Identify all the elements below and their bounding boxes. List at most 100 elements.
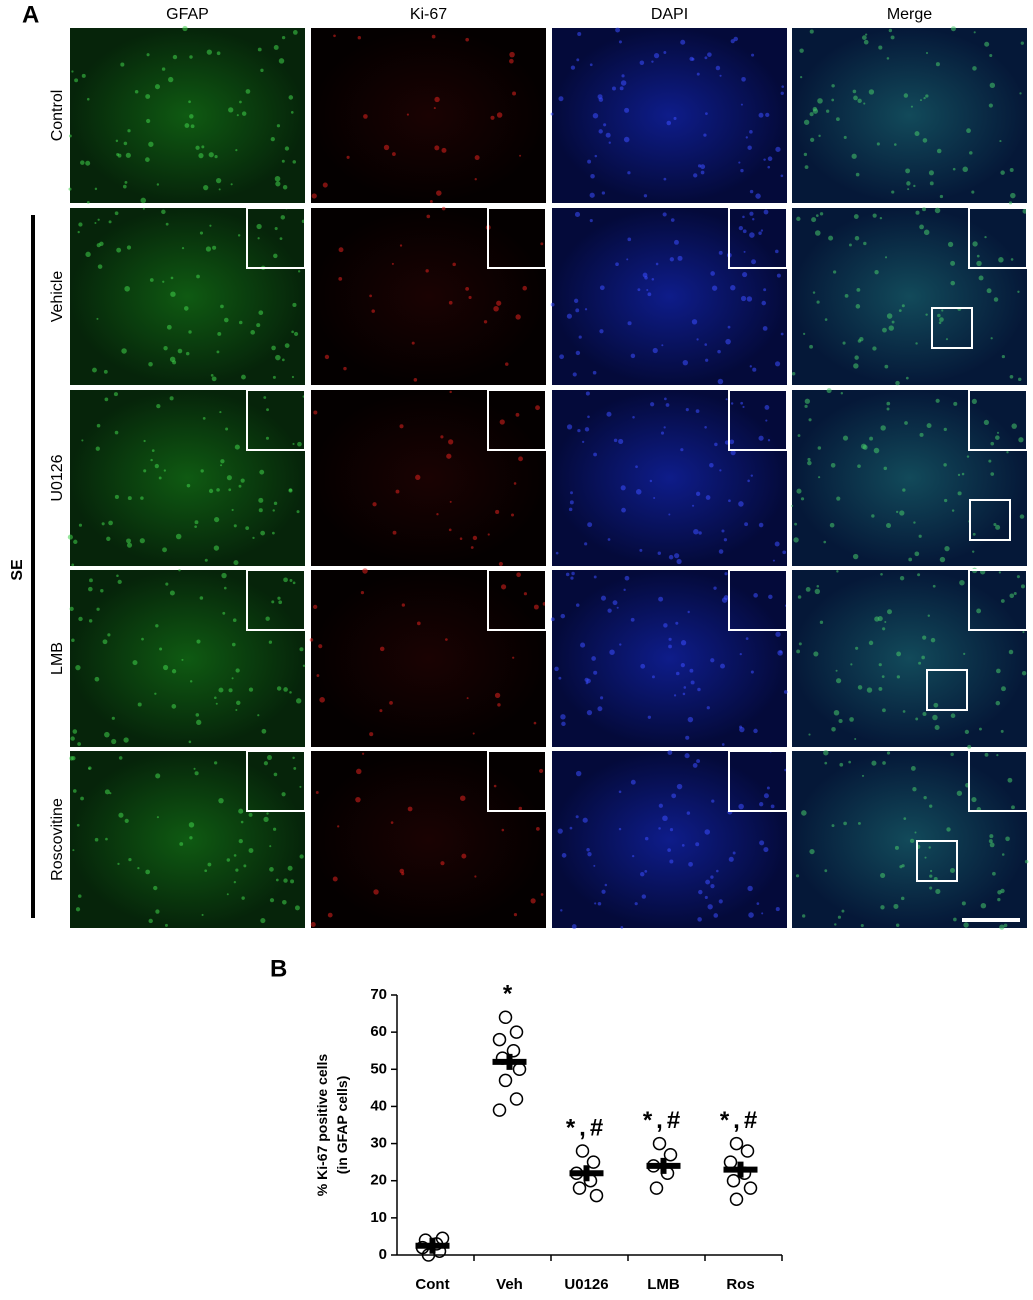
cell-texture (749, 211, 754, 216)
cell-texture (915, 342, 918, 345)
cell-texture (932, 584, 936, 588)
cell-texture (915, 717, 919, 721)
micrograph (70, 751, 305, 928)
cell-texture (796, 488, 802, 494)
cell-texture (241, 896, 245, 900)
cell-texture (850, 663, 853, 666)
cell-texture (172, 360, 177, 365)
micrograph (552, 28, 787, 203)
cell-texture (658, 803, 663, 808)
cell-texture (598, 97, 604, 102)
cell-texture (148, 918, 153, 924)
cell-texture (741, 77, 746, 82)
cell-texture (706, 706, 710, 710)
inset-box (246, 207, 306, 269)
cell-texture (1000, 599, 1005, 603)
cell-texture (600, 595, 607, 601)
cell-texture (185, 351, 190, 356)
cell-texture (433, 107, 436, 110)
cell-texture (248, 848, 254, 853)
cell-texture (891, 320, 895, 324)
cell-texture (155, 909, 160, 914)
cell-texture (163, 469, 167, 472)
cell-texture (494, 692, 501, 699)
cell-texture (575, 350, 581, 356)
cell-texture (436, 190, 442, 196)
cell-texture (857, 685, 863, 690)
cell-texture (550, 617, 555, 622)
cell-texture (721, 597, 728, 603)
cell-texture (776, 273, 781, 278)
cell-texture (727, 325, 731, 329)
cell-texture (188, 740, 192, 744)
cell-texture (466, 697, 469, 700)
cell-texture (399, 424, 404, 429)
cell-texture (217, 331, 222, 336)
cell-texture (929, 886, 933, 890)
cell-texture (961, 472, 965, 476)
cell-texture (713, 586, 717, 590)
cell-texture (594, 902, 597, 905)
micrograph (70, 390, 305, 566)
cell-texture (73, 539, 78, 545)
cell-texture (369, 732, 374, 737)
cell-texture (886, 523, 892, 529)
cell-texture (214, 516, 220, 523)
cell-texture (518, 456, 523, 462)
cell-texture (465, 37, 469, 42)
cell-texture (842, 341, 846, 345)
cell-texture (720, 663, 725, 669)
cell-texture (151, 449, 155, 453)
cell-texture (80, 796, 84, 801)
cell-texture (146, 53, 150, 57)
cell-texture (703, 133, 707, 137)
cell-texture (669, 827, 674, 832)
cell-texture (918, 534, 922, 538)
cell-texture (745, 136, 748, 139)
cell-texture (710, 883, 715, 889)
cell-texture (930, 637, 936, 643)
cell-texture (922, 712, 927, 717)
cell-texture (925, 94, 929, 98)
cell-texture (276, 124, 281, 128)
cell-texture (68, 187, 72, 191)
cell-texture (705, 112, 708, 116)
cell-texture (85, 251, 91, 258)
cell-texture (97, 218, 100, 221)
cell-texture (214, 696, 217, 700)
cell-texture (765, 419, 768, 422)
cell-texture (753, 728, 758, 734)
cell-texture (201, 913, 204, 917)
cell-texture (392, 152, 396, 156)
cell-texture (888, 28, 893, 33)
cell-texture (740, 295, 747, 302)
cell-texture (1010, 192, 1016, 199)
cell-texture (124, 285, 130, 292)
cell-texture (208, 488, 214, 494)
cell-texture (67, 534, 73, 540)
cell-texture (248, 812, 253, 817)
cell-texture (693, 528, 699, 535)
cell-texture (122, 184, 127, 189)
cell-texture (944, 545, 950, 552)
cell-texture (275, 878, 279, 882)
cell-texture (730, 285, 736, 291)
cell-texture (928, 170, 934, 176)
cell-texture (909, 838, 915, 844)
inset-box (246, 569, 306, 631)
cell-texture (667, 848, 671, 852)
cell-texture (210, 374, 214, 377)
cell-texture (855, 646, 859, 650)
cell-texture (950, 260, 956, 266)
cell-texture (893, 903, 899, 910)
cell-texture (711, 285, 718, 291)
cell-texture (621, 74, 625, 78)
cell-texture (809, 29, 814, 34)
cell-texture (550, 112, 554, 116)
cell-texture (690, 680, 695, 685)
cell-texture (575, 603, 580, 607)
cell-texture (653, 53, 660, 59)
significance: *,# (643, 1107, 684, 1134)
cell-texture (796, 649, 801, 654)
cell-texture (218, 188, 221, 191)
